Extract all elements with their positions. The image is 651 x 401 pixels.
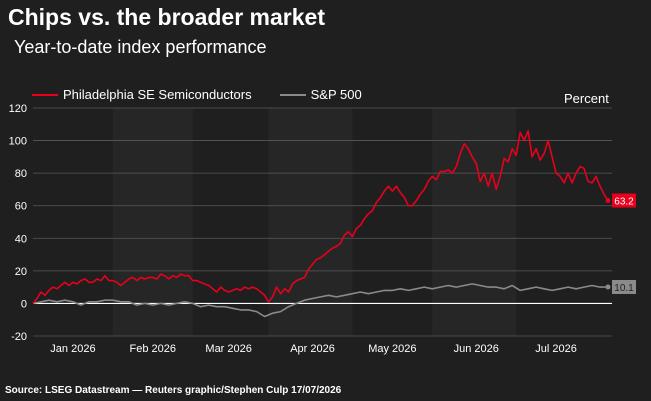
chart-title: Chips vs. the broader market	[8, 4, 325, 30]
source-note: Source: LSEG Datastream — Reuters graphi…	[5, 385, 342, 396]
y-tick-label: 80	[15, 168, 27, 180]
legend-item-sox: Philadelphia SE Semiconductors	[32, 87, 252, 102]
end-label-spx: 10.1	[614, 283, 634, 294]
end-label-box-sox	[612, 193, 637, 208]
x-tick-label: Mar 2026	[205, 343, 251, 355]
y-tick-label: 60	[15, 201, 27, 213]
end-point-spx	[605, 284, 611, 290]
month-band	[268, 108, 353, 336]
legend-label-sox: Philadelphia SE Semiconductors	[63, 87, 252, 102]
end-label-box-spx	[612, 279, 637, 294]
legend: Philadelphia SE Semiconductors S&P 500	[32, 87, 390, 102]
end-point-sox	[605, 198, 611, 204]
series-line-sox	[32, 130, 609, 304]
unit-label: Percent	[564, 91, 609, 106]
x-tick-label: Feb 2026	[130, 343, 176, 355]
legend-item-spx: S&P 500	[279, 87, 362, 102]
chart-subtitle: Year-to-date index performance	[14, 37, 267, 57]
x-tick-label: Apr 2026	[290, 343, 335, 355]
month-band	[112, 108, 193, 336]
series-line-spx	[32, 283, 609, 318]
legend-swatch-spx	[279, 93, 306, 96]
y-tick-label: 0	[21, 298, 27, 310]
x-tick-label: Jun 2026	[454, 343, 499, 355]
month-band	[432, 108, 517, 336]
y-tick-label: 20	[15, 266, 27, 278]
x-tick-label: May 2026	[368, 343, 416, 355]
legend-label-spx: S&P 500	[310, 87, 362, 102]
y-tick-label: 120	[9, 103, 27, 115]
y-tick-label: 40	[15, 233, 27, 245]
legend-swatch-sox	[32, 93, 58, 96]
x-tick-label: Jul 2026	[535, 343, 577, 355]
y-tick-label: -20	[11, 331, 27, 343]
y-tick-label: 100	[9, 136, 27, 148]
end-label-sox: 63.2	[614, 197, 634, 208]
x-tick-label: Jan 2026	[50, 343, 95, 355]
